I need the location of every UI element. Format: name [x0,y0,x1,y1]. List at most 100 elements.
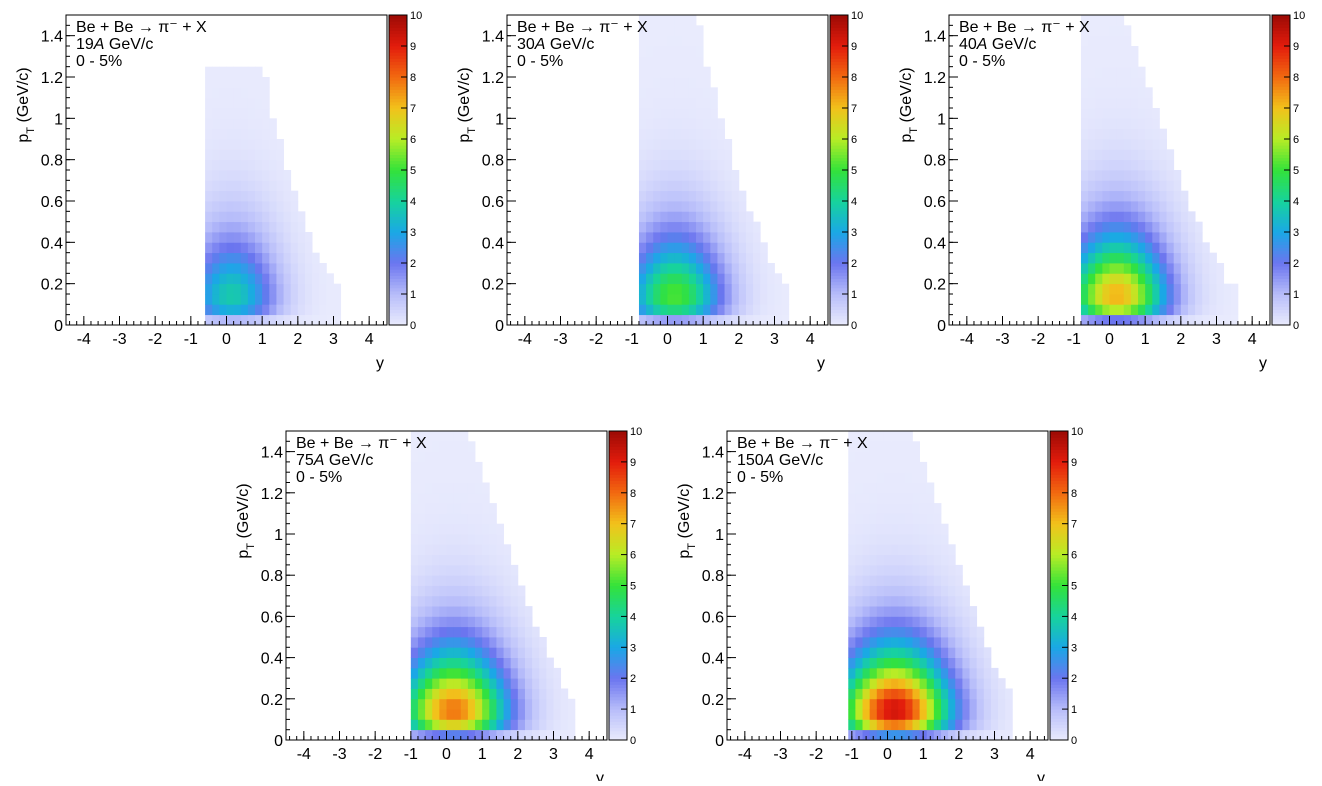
heatmap-cell [546,667,554,679]
heatmap-cell [1109,97,1118,109]
color-bar-segment [1272,194,1290,199]
heatmap-cell [955,585,963,597]
color-bar-segment [1272,269,1290,273]
heatmap-cell [1109,128,1118,140]
heatmap-cell [446,657,455,669]
heatmap-cell [696,66,704,78]
heatmap-cell [1102,273,1110,285]
heatmap-cell [962,688,970,700]
heatmap-cell [667,201,676,212]
heatmap-cell [898,647,906,658]
color-bar-segment [389,15,407,19]
heatmap-cell [312,273,320,285]
heatmap-cell [496,729,504,741]
color-bar-segment [1050,508,1068,512]
heatmap-cell [862,451,871,463]
heatmap-cell [983,729,992,741]
heatmap-cell [1109,170,1118,181]
heatmap-cell [760,242,768,254]
heatmap-cell [905,431,913,442]
heatmap-cell [638,294,647,305]
heatmap-cell [247,242,256,254]
heatmap-cell [891,451,899,463]
heatmap-cell [1202,283,1210,295]
heatmap-cell [883,482,892,494]
color-bar-segment [389,204,407,208]
color-bar-segment [1050,718,1068,722]
color-bar-segment [609,474,627,478]
heatmap-cell [876,595,885,607]
heatmap-cell [898,503,906,514]
y-axis-label: pT (GeV/c) [676,483,698,558]
heatmap-cell [1173,294,1182,305]
heatmap-cell [1159,232,1167,243]
heatmap-cell [1145,170,1153,181]
color-bar-segment [389,117,407,121]
heatmap-cell [482,709,490,720]
heatmap-cell [532,637,540,648]
heatmap-cell [467,461,476,473]
color-bar-segment [1272,108,1290,112]
heatmap-cell [1123,273,1132,285]
heatmap-cell [453,709,462,720]
heatmap-cell [674,180,683,192]
heatmap-cell [638,252,647,264]
heatmap-cell [1123,128,1132,140]
heatmap-cell [1145,273,1153,285]
heatmap-cell [912,585,920,597]
color-bar-segment [1050,613,1068,617]
color-bar-segment [1050,681,1068,685]
color-bar-segment [1050,634,1068,639]
heatmap-cell [667,15,676,26]
color-bar-segment [830,154,848,159]
heatmap-cell [703,139,711,150]
heatmap-cell [905,575,913,586]
heatmap-cell [1080,294,1089,305]
heatmap-cell [432,431,440,442]
heatmap-cell [255,201,263,212]
heatmap-cell [283,190,292,202]
heatmap-cell [1187,232,1196,243]
heatmap-cell [1102,294,1110,305]
color-bar-segment [389,182,407,186]
heatmap-cell [1109,149,1118,161]
heatmap-cell [674,15,683,26]
color-bar-segment [1050,542,1068,546]
color-bar-segment [1272,77,1290,81]
heatmap-cell [460,461,469,473]
heatmap-cell [1130,77,1139,88]
heatmap-cell [905,523,913,535]
heatmap-cell [503,657,512,669]
heatmap-cell [460,667,469,679]
heatmap-cell [753,252,761,264]
heatmap-cell [1123,304,1132,316]
heatmap-cell [876,554,885,566]
heatmap-cell [983,688,992,700]
heatmap-cell [948,688,956,700]
heatmap-cell [1116,25,1125,37]
x-tick-label: -4 [297,746,311,763]
color-bar-segment [1050,523,1068,528]
heatmap-cell [941,729,949,741]
heatmap-cell [926,606,935,617]
color-bar-segment [1050,545,1068,549]
heatmap-cell [1152,190,1160,202]
x-tick-label: 2 [1176,331,1185,348]
heatmap-cell [933,626,942,638]
color-bar-segment [389,123,407,128]
heatmap-cell [532,647,540,658]
heatmap-cell [432,451,440,463]
heatmap-cell [1138,232,1146,243]
color-bar-segment [1272,312,1290,317]
color-bar-segment [1272,27,1290,31]
color-bar-segment [609,523,627,528]
heatmap-cell [912,606,920,617]
heatmap-cell [489,657,497,669]
color-bar-segment [1272,179,1290,183]
heatmap-cell [638,263,647,274]
color-bar-segment [1050,526,1068,531]
color-bar-segment [1272,132,1290,137]
color-bar-segment [1050,619,1068,624]
x-tick-label: 3 [990,746,999,763]
heatmap-cell [912,544,920,555]
